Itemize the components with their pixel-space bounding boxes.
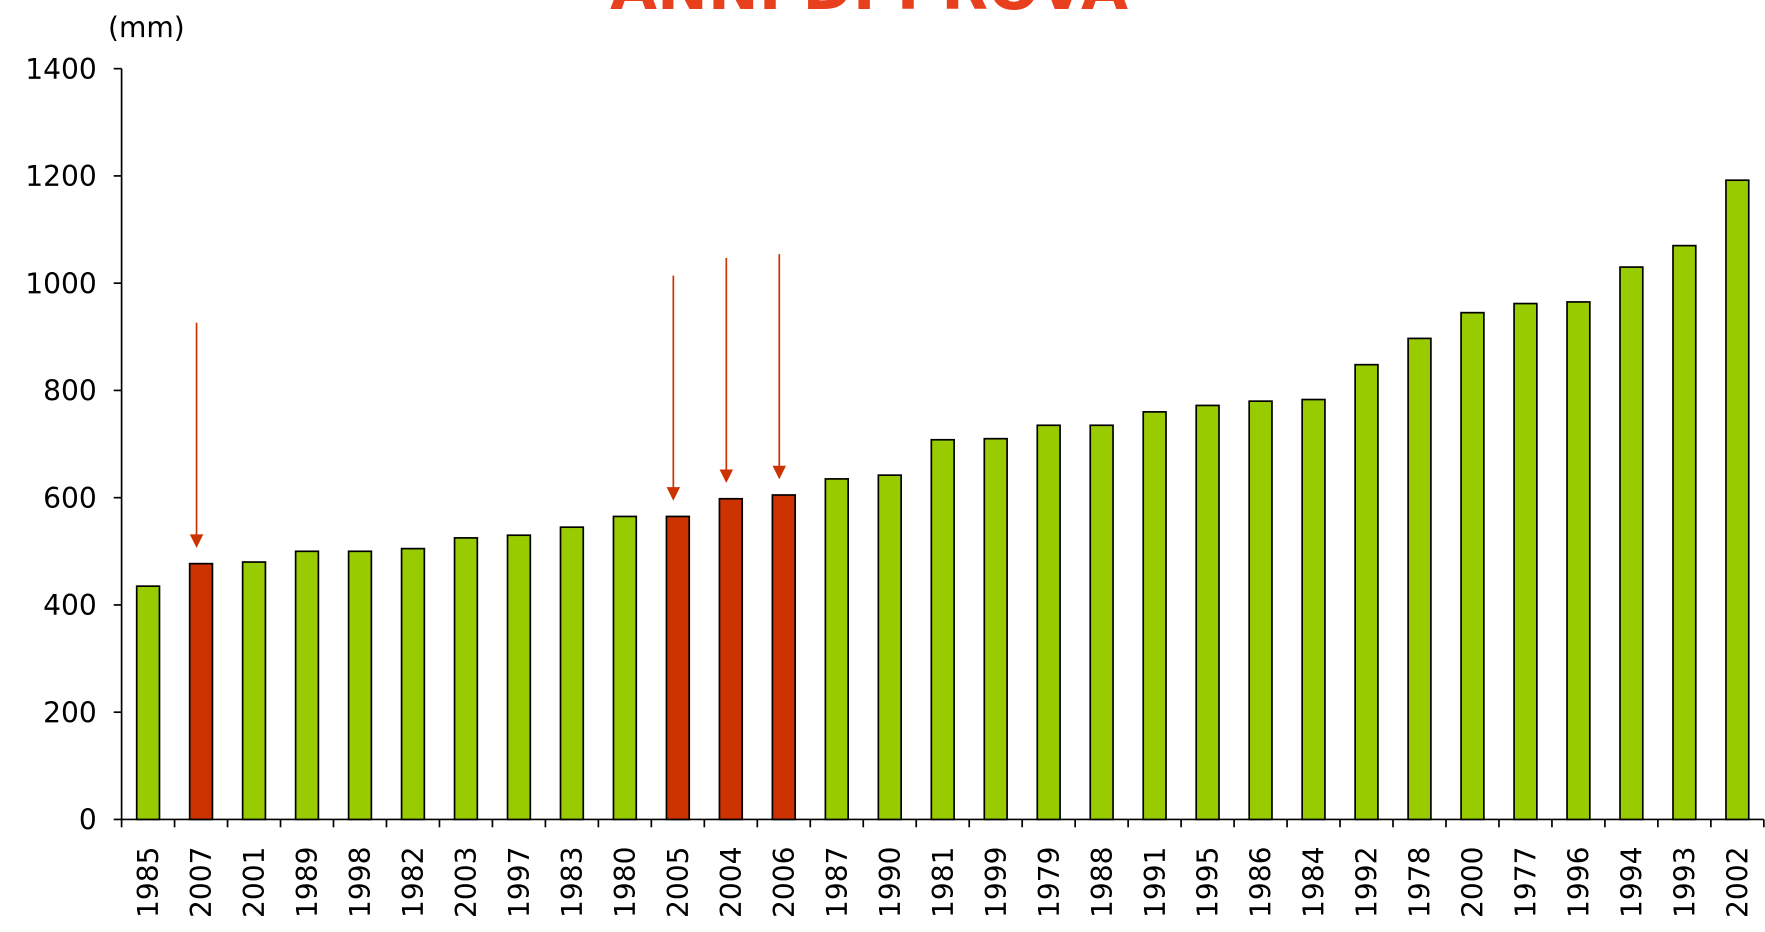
x-tick-label: 2006: [768, 846, 801, 918]
bar: [347, 550, 373, 821]
x-tick-label: 2002: [1721, 846, 1754, 918]
bar: [1195, 404, 1220, 821]
x-tick-label: 1988: [1086, 846, 1119, 918]
bar: [877, 474, 902, 821]
y-tick-label: 600: [43, 482, 97, 515]
bar: [930, 438, 955, 821]
arrow-head: [666, 487, 681, 501]
x-tick-label: 1993: [1669, 846, 1702, 918]
x-tick-label: 2003: [450, 846, 483, 918]
bar: [1513, 302, 1538, 821]
bar: [1036, 424, 1061, 821]
bar: [983, 437, 1008, 821]
arrow-head: [719, 469, 734, 483]
bar: [188, 562, 214, 821]
x-tick-label: 1983: [556, 846, 589, 918]
bar: [1301, 398, 1326, 821]
bar: [1566, 301, 1591, 821]
x-tick-label: 1980: [609, 846, 642, 918]
x-tick-label: 1996: [1563, 846, 1596, 918]
x-tick-label: 1986: [1245, 846, 1278, 918]
bar: [771, 494, 797, 821]
x-tick-label: 2005: [662, 846, 695, 918]
y-tick-label: 400: [43, 589, 97, 622]
x-tick-label: 1999: [980, 846, 1013, 918]
x-tick-label: 1987: [821, 846, 854, 918]
bar: [241, 561, 267, 821]
x-tick-label: 1977: [1510, 846, 1543, 918]
bar: [665, 515, 691, 821]
x-tick-label: 1992: [1351, 846, 1384, 918]
bar: [559, 526, 585, 821]
x-tick-label: 1979: [1033, 846, 1066, 918]
bar: [506, 534, 532, 821]
x-tick-label: 1984: [1298, 846, 1331, 918]
bar: [718, 497, 744, 821]
bar: [294, 550, 320, 821]
x-tick-label: 1985: [132, 846, 165, 918]
bar: [824, 478, 850, 821]
y-tick-label: 1200: [25, 160, 97, 193]
x-tick-label: 1994: [1616, 846, 1649, 918]
bar: [1619, 266, 1644, 821]
x-tick-label: 1997: [503, 846, 536, 918]
y-axis-label: (mm): [108, 11, 185, 44]
arrow-head: [189, 534, 204, 548]
chart-title: ANNI DI PROVA: [610, 0, 1128, 24]
x-tick-label: 1978: [1404, 846, 1437, 918]
x-tick-label: 1998: [344, 846, 377, 918]
bar: [1248, 400, 1273, 821]
y-tick-label: 1400: [25, 53, 97, 86]
x-tick-label: 1981: [927, 846, 960, 918]
bar: [1142, 411, 1167, 821]
x-tick-label: 1995: [1192, 846, 1225, 918]
bar: [1725, 179, 1750, 821]
x-tick-label: 1990: [874, 846, 907, 918]
x-tick-label: 2001: [238, 846, 271, 918]
bar: [400, 547, 426, 821]
x-tick-label: 1989: [291, 846, 324, 918]
x-tick-label: 2007: [185, 846, 218, 918]
x-tick-label: 1982: [397, 846, 430, 918]
x-tick-label: 2004: [715, 846, 748, 918]
bar: [612, 515, 638, 821]
bar: [1354, 363, 1379, 821]
y-tick-label: 0: [79, 804, 97, 837]
bar: [135, 585, 161, 821]
arrow-head: [772, 465, 787, 480]
bar: [1672, 244, 1697, 821]
y-tick-label: 1000: [25, 267, 97, 300]
bar: [1089, 424, 1114, 821]
x-tick-label: 2000: [1457, 846, 1490, 918]
y-tick-label: 200: [43, 696, 97, 729]
bar: [1460, 311, 1485, 821]
bar: [453, 537, 479, 821]
x-tick-label: 1991: [1139, 846, 1172, 918]
bar: [1407, 337, 1432, 821]
y-tick-label: 800: [43, 375, 97, 408]
